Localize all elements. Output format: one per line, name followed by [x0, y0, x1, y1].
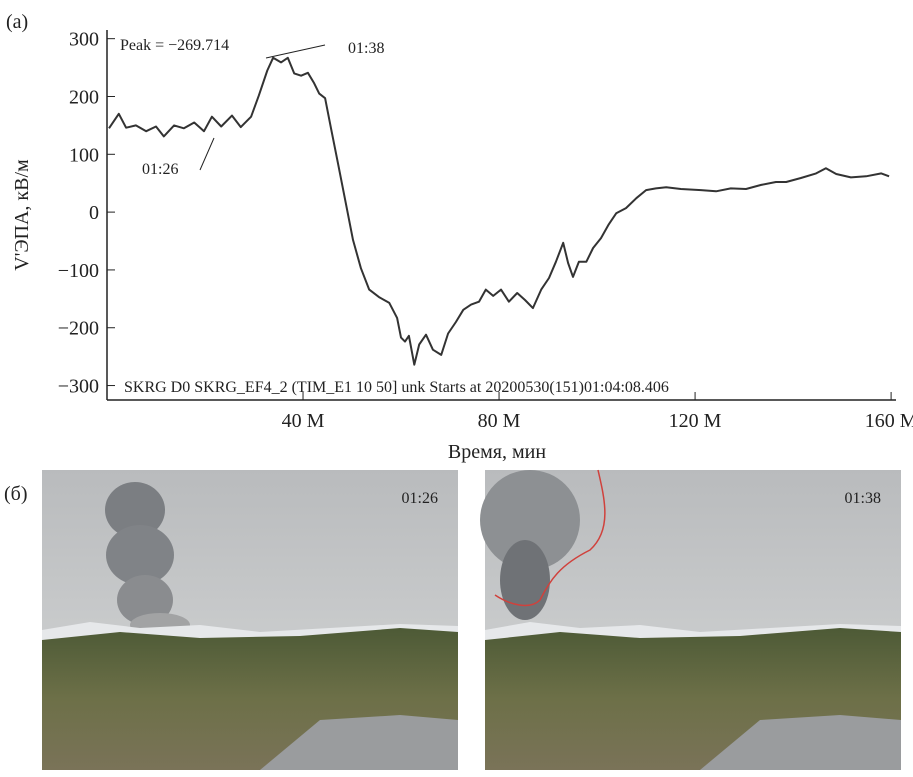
- annotation-line: [265, 44, 326, 59]
- x-tick-label: 80 M: [478, 410, 521, 432]
- photo-timestamp: 01:26: [402, 490, 438, 507]
- y-tick-label: 0: [89, 202, 99, 224]
- data-line: [108, 56, 890, 366]
- y-tick-label: −100: [58, 260, 99, 282]
- x-tick-label: 120 M: [669, 410, 722, 432]
- x-tick-label: 40 M: [282, 410, 325, 432]
- y-tick-label: 200: [69, 86, 99, 108]
- photo-timestamp: 01:38: [845, 490, 881, 507]
- photo: [480, 469, 901, 770]
- panel-label: (б): [4, 483, 28, 505]
- y-tick-label: −300: [58, 376, 99, 398]
- annotation: Peak = −269.714: [120, 37, 229, 54]
- y-axis-label: V'ЭПА, кВ/м: [11, 159, 33, 271]
- y-tick-label: 100: [69, 144, 99, 166]
- annotation: 01:38: [348, 40, 384, 57]
- annotation: SKRG D0 SKRG_EF4_2 (TIM_E1 10 50] unk St…: [124, 379, 669, 396]
- y-tick-label: 300: [69, 29, 99, 51]
- x-tick-label: 160 M: [865, 410, 913, 432]
- x-axis-label: Время, мин: [448, 441, 546, 463]
- y-tick-label: −200: [58, 318, 99, 340]
- annotation-line: [199, 137, 215, 171]
- annotation: 01:26: [142, 161, 178, 178]
- photo: [42, 470, 458, 770]
- panel-label: (a): [6, 11, 28, 33]
